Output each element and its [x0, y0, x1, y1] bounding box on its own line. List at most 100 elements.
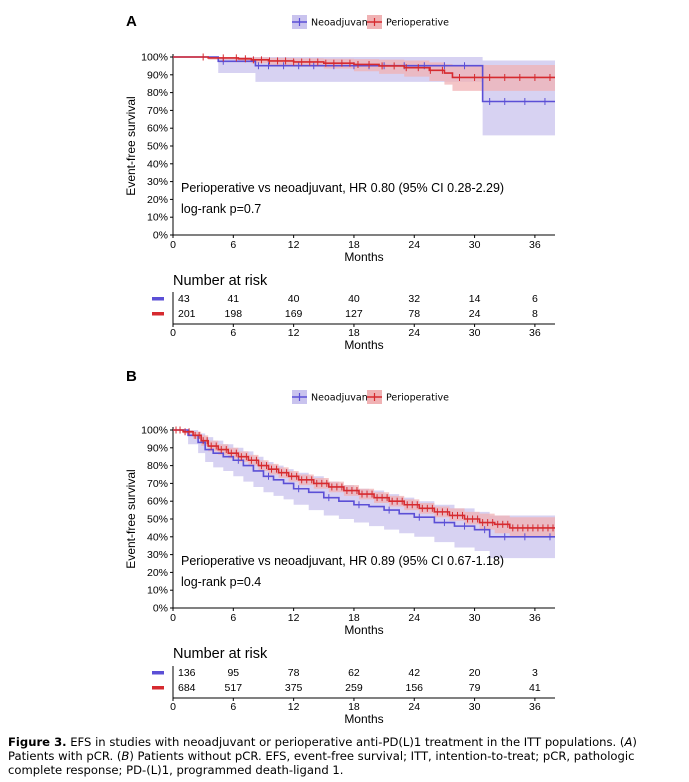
x-tick-label: 30 — [469, 239, 481, 251]
y-tick-label: 50% — [147, 141, 168, 153]
risk-count: 375 — [285, 682, 303, 694]
risk-count: 127 — [345, 308, 363, 320]
x-tick-label: 36 — [529, 612, 541, 624]
y-tick-label: 40% — [147, 158, 168, 170]
legend-label: Perioperative — [386, 393, 449, 404]
y-tick-label: 80% — [147, 87, 168, 99]
caption-text-1: EFS in studies with neoadjuvant or perio… — [66, 735, 625, 749]
risk-x-tick-label: 18 — [348, 701, 360, 713]
x-tick-label: 0 — [170, 612, 176, 624]
y-tick-label: 100% — [141, 52, 168, 64]
risk-table-title: Number at risk — [173, 646, 268, 662]
risk-x-axis-label: Months — [344, 338, 383, 352]
panel-b: B Neoadjuvant Perioperative 0% 10% 20% 30% 40% 5… — [124, 368, 555, 726]
y-tick-label: 90% — [147, 442, 168, 454]
y-tick-label: 50% — [147, 514, 168, 526]
risk-x-tick-label: 36 — [529, 701, 541, 713]
risk-count: 201 — [178, 308, 196, 320]
x-tick-label: 24 — [408, 239, 420, 251]
risk-count: 20 — [469, 667, 481, 679]
risk-x-tick-label: 30 — [469, 327, 481, 339]
risk-count: 684 — [178, 682, 196, 694]
risk-x-tick-label: 24 — [408, 701, 420, 713]
km-curve-neoadjuvant — [173, 429, 555, 538]
y-tick-label: 70% — [147, 478, 168, 490]
x-axis-label: Months — [344, 250, 383, 264]
x-axis-label: Months — [344, 623, 383, 637]
risk-count: 517 — [225, 682, 243, 694]
y-tick-label: 100% — [141, 425, 168, 437]
x-tick-label: 12 — [288, 612, 300, 624]
km-curve-perioperative — [173, 429, 555, 529]
y-tick-label: 10% — [147, 585, 168, 597]
y-tick-label: 30% — [147, 549, 168, 561]
caption-panel-a: A — [624, 735, 633, 749]
legend-label: Neoadjuvant — [311, 18, 372, 29]
y-tick-label: 80% — [147, 460, 168, 472]
risk-count: 78 — [288, 667, 300, 679]
x-tick-label: 24 — [408, 612, 420, 624]
risk-count: 24 — [469, 308, 481, 320]
y-axis-label: Event-free survival — [124, 96, 138, 195]
risk-x-axis-label: Months — [344, 712, 383, 726]
legend: Neoadjuvant Perioperative — [292, 15, 449, 29]
risk-count: 6 — [532, 293, 538, 305]
panel-label: B — [126, 368, 137, 385]
y-tick-label: 90% — [147, 69, 168, 81]
risk-count: 32 — [408, 293, 420, 305]
risk-x-tick-label: 30 — [469, 701, 481, 713]
risk-count: 169 — [285, 308, 303, 320]
risk-count: 79 — [469, 682, 481, 694]
y-tick-label: 30% — [147, 176, 168, 188]
y-tick-label: 20% — [147, 194, 168, 206]
risk-count: 95 — [227, 667, 239, 679]
risk-count: 40 — [288, 293, 300, 305]
risk-count: 40 — [348, 293, 360, 305]
x-tick-label: 6 — [230, 612, 236, 624]
risk-x-tick-label: 12 — [288, 701, 300, 713]
panel-a: A Neoadjuvant Perioperative 0% 10% 20% 30% 40% 5… — [124, 13, 555, 352]
x-tick-label: 0 — [170, 239, 176, 251]
x-tick-label: 12 — [288, 239, 300, 251]
y-tick-label: 40% — [147, 531, 168, 543]
risk-count: 259 — [345, 682, 363, 694]
caption-text-2: ) Patients with pCR. ( — [8, 735, 637, 763]
risk-count: 136 — [178, 667, 196, 679]
risk-count: 198 — [225, 308, 243, 320]
risk-x-tick-label: 6 — [230, 327, 236, 339]
km-curve-perioperative — [173, 56, 555, 79]
y-tick-label: 70% — [147, 105, 168, 117]
risk-count: 8 — [532, 308, 538, 320]
risk-count: 3 — [532, 667, 538, 679]
risk-count: 62 — [348, 667, 360, 679]
risk-row-swatch — [152, 686, 164, 690]
risk-count: 78 — [408, 308, 420, 320]
risk-count: 156 — [405, 682, 423, 694]
risk-count: 14 — [469, 293, 481, 305]
caption-text-3: ) Patients without pCR. EFS, event-free … — [8, 748, 635, 777]
risk-count: 43 — [178, 293, 190, 305]
risk-row-swatch — [152, 297, 164, 301]
risk-count: 41 — [227, 293, 239, 305]
x-tick-label: 36 — [529, 239, 541, 251]
y-tick-label: 60% — [147, 123, 168, 135]
legend-label: Perioperative — [386, 18, 449, 29]
risk-row-swatch — [152, 671, 164, 675]
risk-table: Number at risk 136 95 78 62 42 20 3 684 517 375 259… — [152, 646, 555, 726]
y-tick-label: 20% — [147, 567, 168, 579]
risk-x-tick-label: 0 — [170, 701, 176, 713]
figure-caption: Figure 3. EFS in studies with neoadjuvan… — [8, 735, 680, 777]
legend-label: Neoadjuvant — [311, 393, 372, 404]
risk-x-tick-label: 18 — [348, 327, 360, 339]
risk-x-tick-label: 36 — [529, 327, 541, 339]
pvalue-annotation: log-rank p=0.4 — [181, 575, 261, 589]
pvalue-annotation: log-rank p=0.7 — [181, 202, 261, 216]
caption-label: Figure 3. — [8, 735, 67, 749]
risk-table: Number at risk 43 41 40 40 32 14 6 201 198 169 127 7… — [152, 273, 555, 352]
risk-count: 42 — [408, 667, 420, 679]
y-tick-label: 60% — [147, 496, 168, 508]
y-axis-label: Event-free survival — [124, 469, 138, 568]
risk-x-tick-label: 6 — [230, 701, 236, 713]
ci-band-perioperative — [173, 430, 555, 537]
